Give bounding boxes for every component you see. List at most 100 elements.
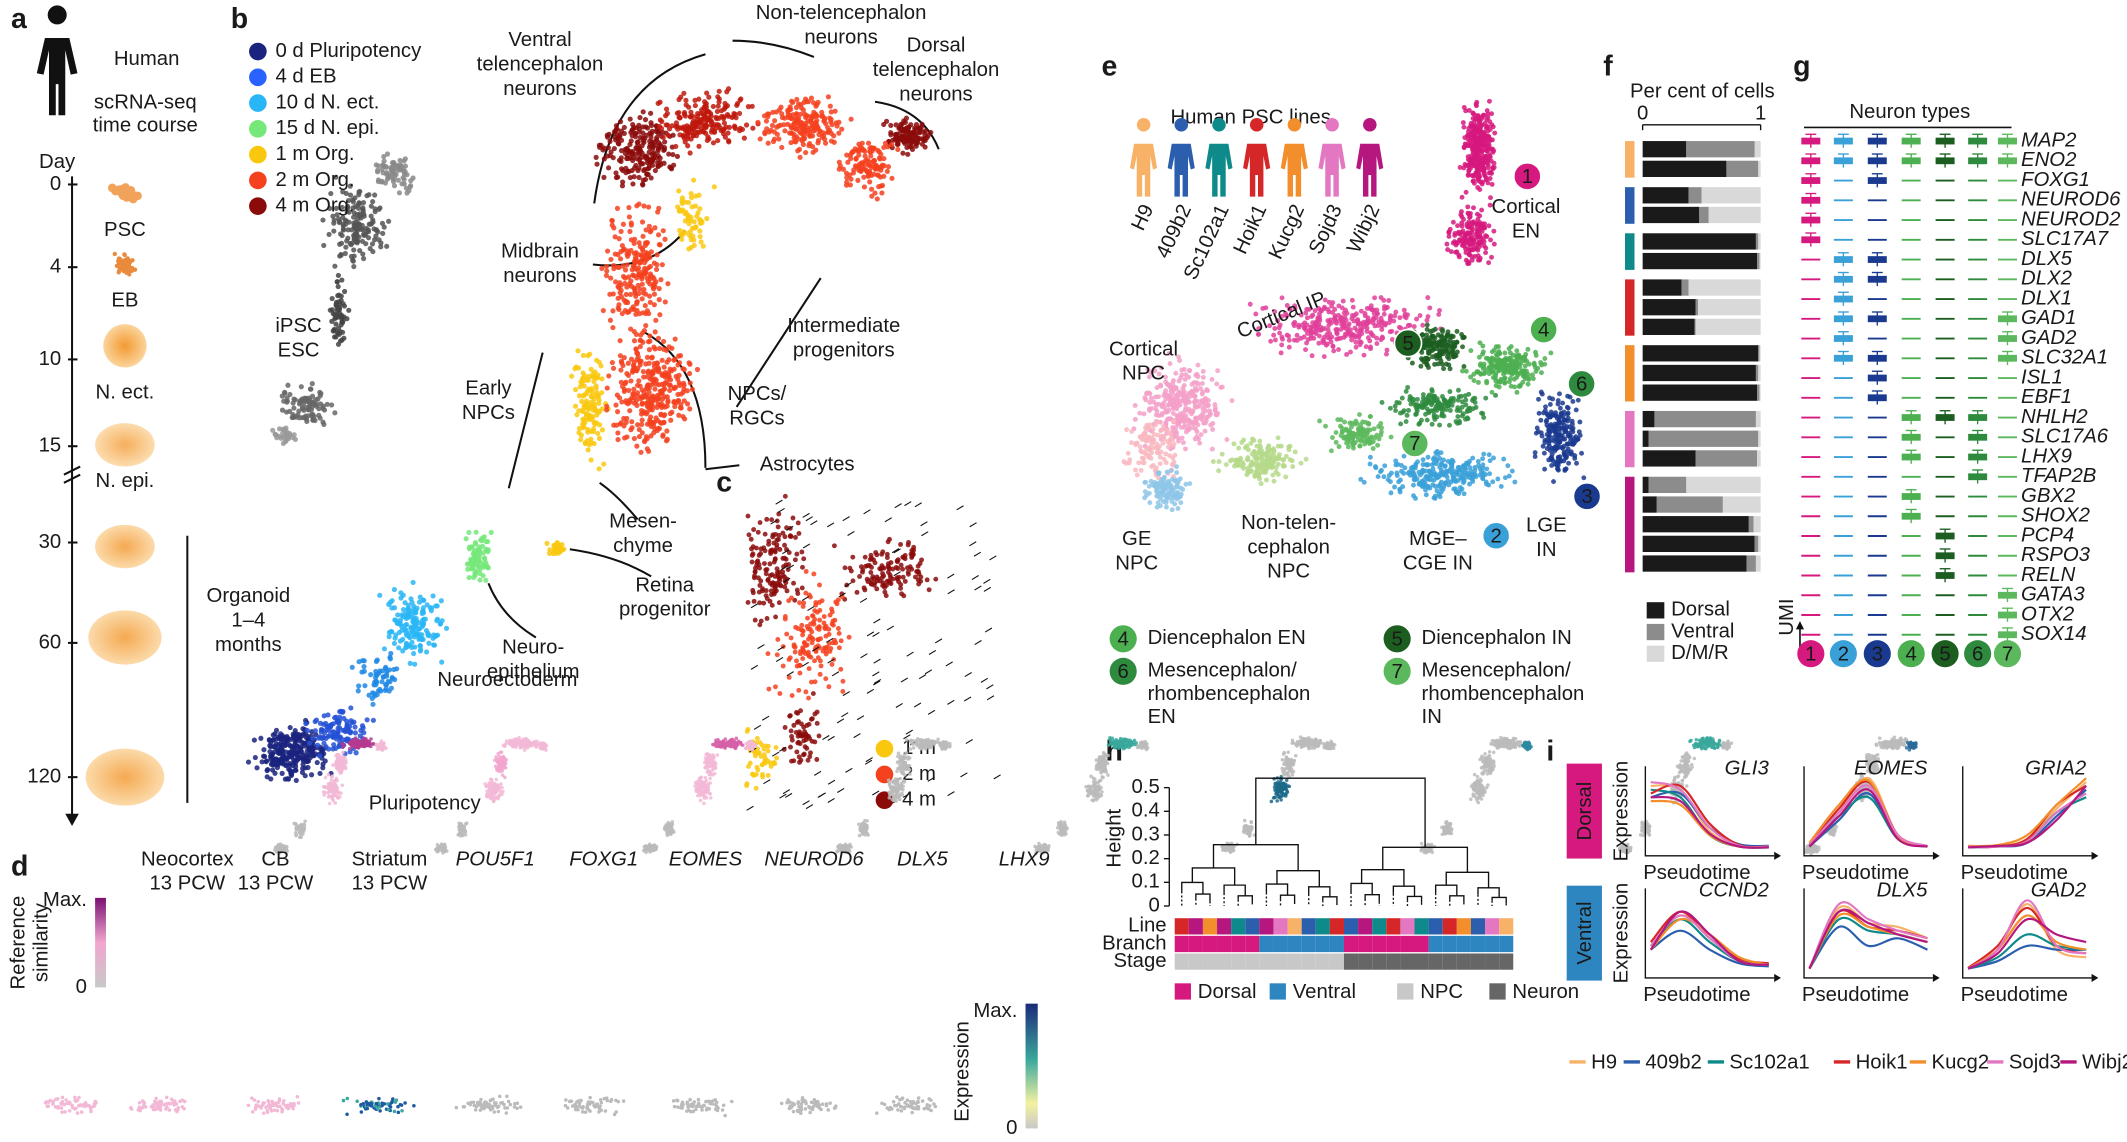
cell-dot [768,548,774,553]
cell-dot [326,773,331,777]
day-tick-label: 15 [39,435,62,457]
cell-dot [782,555,788,561]
cell-dot [683,102,689,108]
cell-dot [339,204,345,210]
cell-dot [774,566,780,572]
cell-dot [761,561,767,566]
annotation: Midbrain [501,241,579,263]
cell-dot [605,248,611,254]
cell-dot [711,129,718,135]
cell-dot [663,347,670,353]
cell-dot [636,148,643,154]
cell-dot [391,666,397,672]
cell-dot [696,216,702,222]
cell-dot [268,754,274,760]
cell-dot [279,770,285,776]
velocity-arrow [802,512,810,518]
cell-dot [485,789,489,793]
velocity-arrow [872,631,880,637]
cell-dot [469,565,475,571]
cell-dot [849,150,855,156]
cell-dot [546,550,553,556]
cell-dot [646,163,652,169]
cell-dot [585,426,591,433]
eb-cell [125,264,130,270]
cell-dot [617,338,623,344]
cell-dot [617,290,623,296]
cell-dot [618,420,624,426]
cell-dot [683,97,689,103]
velocity-arrow [753,724,762,730]
cell-dot [360,251,366,257]
cell-dot [660,433,666,439]
cell-dot [793,115,799,121]
cell-dot [551,542,557,548]
cell-dot [696,143,702,149]
cell-dot [866,833,870,837]
cell-dot [749,103,755,109]
cell-dot [611,262,617,269]
cell-dot [355,202,361,208]
cell-dot [658,125,665,132]
cell-dot [370,701,376,707]
cell-dot [924,577,930,583]
cell-dot [318,401,324,407]
velocity-arrow [757,644,765,650]
cell-dot [299,749,305,755]
annotation: neurons [503,265,576,287]
cell-dot [380,741,385,746]
cell-dot [559,542,565,548]
cell-dot [661,338,667,345]
cell-dot [407,660,413,666]
cell-dot [391,174,397,180]
cell-dot [263,759,269,765]
cell-dot [747,760,753,766]
cell-dot [616,285,622,291]
cell-dot [784,631,790,637]
cell-dot [498,793,502,797]
annotation: NPCs/ [728,383,787,405]
cell-dot [784,588,790,594]
cell-dot [346,307,352,313]
cell-dot [909,553,915,559]
velocity-arrow [947,791,955,797]
cell-dot [664,394,670,400]
cell-dot [650,848,655,853]
cell-dot [272,770,278,776]
cell-dot [650,146,656,152]
cell-dot [744,746,748,751]
annotation: Ventral [508,29,571,51]
cell-dot [392,617,398,623]
cell-dot [340,301,346,307]
cell-dot [801,556,807,562]
cell-dot [299,769,306,776]
cell-dot [642,302,648,309]
cell-dot [323,735,329,741]
cell-dot [336,299,342,305]
cell-dot [813,600,819,605]
cell-dot [646,265,652,271]
cell-dot [648,423,654,430]
cell-dot [614,422,620,428]
panel-letter: a [11,3,28,35]
cell-dot [673,384,679,390]
cell-dot [412,644,418,650]
velocity-arrow [960,772,968,778]
cell-dot [335,272,341,278]
velocity-arrow [822,735,830,741]
cell-dot [254,765,260,771]
cell-dot [643,257,649,263]
cell-dot [855,177,861,183]
cell-dot [905,542,911,548]
cell-dot [424,649,430,655]
cell-dot [876,149,882,155]
cell-dot [666,830,670,835]
panel-letter: b [231,3,248,35]
cell-dot [327,205,333,211]
annotation: chyme [613,535,673,557]
cell-dot [426,640,432,646]
cell-dot [388,685,395,691]
cell-dot [698,798,703,803]
cell-dot [634,422,641,428]
cell-dot [338,756,342,760]
